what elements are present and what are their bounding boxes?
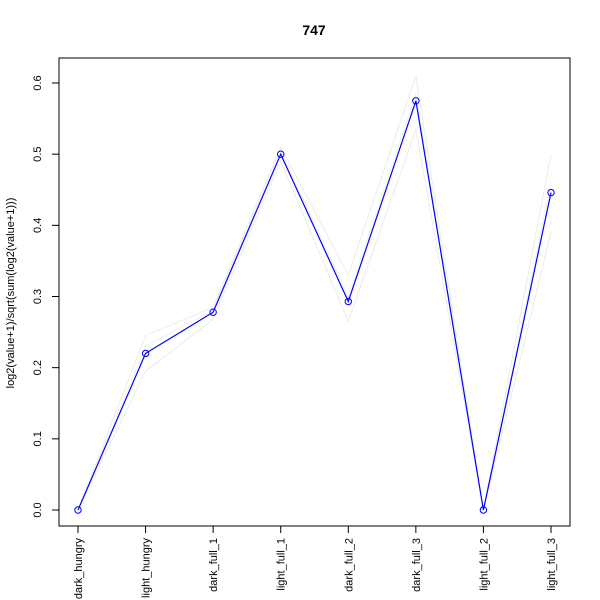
y-tick-label: 0.4 (32, 218, 44, 233)
data-point (412, 97, 420, 105)
x-tick-label: light_hungry (141, 538, 153, 598)
x-tick-label: dark_full_1 (208, 538, 220, 592)
y-tick-label: 0.2 (32, 360, 44, 375)
chart-title: 747 (302, 22, 326, 38)
x-tick-label: dark_full_2 (343, 538, 355, 592)
data-point (344, 297, 352, 306)
data-point (209, 308, 217, 316)
y-tick-label: 0.3 (32, 289, 44, 304)
data-point (277, 150, 285, 158)
plot-area: 0.0 0.1 0.2 0.3 0.4 0.5 0.6 dark_hungry light_hu… (32, 57, 571, 600)
data-point (74, 506, 82, 514)
x-tick-label: light_full_2 (478, 538, 490, 591)
y-tick-label: 0.1 (32, 431, 44, 446)
data-point (479, 506, 488, 514)
series-line (77, 100, 552, 511)
y-tick-label: 0.5 (32, 147, 44, 162)
x-tick-label: light_full_3 (546, 538, 558, 591)
background-series-line (77, 75, 552, 511)
background-series-line (77, 127, 552, 511)
y-axis-label: log2(value+1)/sqrt(sum(log2(value+1))) (5, 198, 17, 389)
background-series-line (77, 93, 552, 511)
x-tick-label: light_full_1 (276, 538, 288, 591)
data-point (141, 349, 150, 358)
x-tick-label: dark_hungry (73, 538, 85, 600)
y-tick-label: 0.6 (32, 75, 44, 90)
y-tick-label: 0.0 (32, 502, 44, 517)
data-point (547, 188, 555, 197)
x-tick-label: dark_full_3 (411, 538, 423, 592)
